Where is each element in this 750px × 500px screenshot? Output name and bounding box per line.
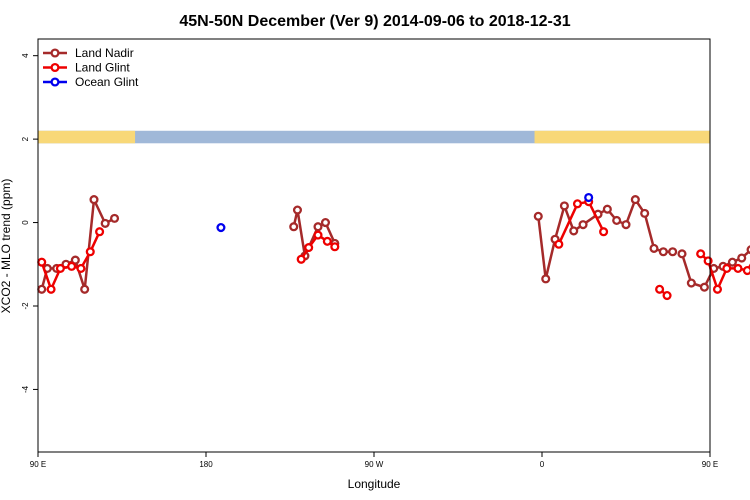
data-point [67, 261, 77, 271]
chart-title: 45N-50N December (Ver 9) 2014-09-06 to 2… [179, 13, 570, 30]
data-point [80, 284, 90, 294]
data-point [621, 220, 631, 230]
data-point [89, 195, 99, 205]
data-point [70, 255, 80, 265]
data-point [658, 247, 668, 257]
series-1 [37, 197, 750, 301]
legend-item: Ocean Glint [43, 75, 139, 89]
data-point [630, 195, 640, 205]
data-point [95, 227, 105, 237]
data-point [330, 242, 340, 252]
series-layer [37, 192, 750, 301]
series-0 [37, 195, 750, 294]
data-point [572, 199, 583, 209]
x-axis: 90 E 180 90 W 0 90 E [30, 452, 718, 469]
legend-swatch-marker [50, 77, 60, 87]
series-line [557, 200, 605, 245]
data-point [322, 236, 332, 246]
data-point [712, 284, 723, 294]
series-2 [216, 192, 594, 233]
data-point [109, 213, 120, 223]
data-point [612, 215, 622, 226]
data-point [686, 278, 696, 288]
data-point [640, 208, 650, 218]
data-point [578, 220, 588, 230]
x-tick-label: 90 W [365, 460, 384, 469]
data-point [100, 218, 110, 228]
data-point [746, 245, 750, 255]
legend-item: Land Glint [43, 61, 130, 75]
data-point [602, 204, 612, 214]
data-point [76, 263, 86, 273]
data-point [696, 249, 706, 259]
data-point [533, 211, 543, 221]
data-point [677, 249, 687, 259]
data-point [292, 205, 303, 215]
data-point [304, 243, 314, 253]
legend-label: Land Nadir [75, 46, 134, 60]
data-point [559, 201, 569, 211]
legend-swatch-marker [50, 62, 60, 73]
data-point [599, 227, 609, 237]
data-point [668, 247, 678, 257]
data-point [313, 230, 323, 240]
data-point [37, 284, 47, 294]
x-tick-label: 0 [540, 460, 545, 469]
x-tick-label: 90 E [30, 460, 46, 469]
data-point [46, 284, 56, 294]
plot-area [38, 39, 710, 452]
data-point [541, 274, 551, 284]
data-point [313, 222, 323, 232]
data-point [296, 254, 306, 264]
legend-item: Land Nadir [43, 46, 134, 60]
data-point [737, 253, 747, 263]
data-point [649, 243, 659, 253]
data-point [727, 257, 737, 267]
data-point [85, 247, 95, 257]
data-point [554, 239, 564, 249]
data-point [569, 226, 579, 236]
y-tick-label: -2 [21, 302, 30, 310]
land-band [534, 130, 710, 144]
data-point [733, 263, 743, 273]
y-tick-label: -4 [21, 385, 30, 393]
data-point [742, 265, 750, 276]
data-point [55, 263, 65, 273]
data-point [216, 223, 226, 233]
y-axis-label: XCO2 - MLO trend (ppm) [0, 179, 13, 314]
land-ocean-strip [38, 130, 710, 144]
data-point [699, 282, 709, 292]
data-point [320, 218, 331, 228]
x-tick-label: 90 E [702, 460, 718, 469]
data-point [289, 222, 299, 232]
legend-label: Land Glint [75, 61, 130, 75]
land-band [38, 130, 136, 144]
data-point [722, 263, 732, 273]
data-point [703, 256, 713, 266]
y-tick-label: 0 [21, 220, 30, 225]
y-tick-label: 4 [21, 53, 30, 58]
y-tick-label: 2 [21, 136, 30, 141]
data-point [37, 257, 47, 267]
x-tick-label: 180 [199, 460, 213, 469]
data-point [662, 291, 672, 301]
legend-swatch-marker [50, 48, 60, 58]
data-point [584, 192, 594, 203]
y-axis: 4 2 0 -2 -4 [21, 53, 38, 393]
x-axis-label: Longitude [348, 477, 401, 491]
legend-label: Ocean Glint [75, 75, 139, 89]
data-point [655, 284, 665, 294]
